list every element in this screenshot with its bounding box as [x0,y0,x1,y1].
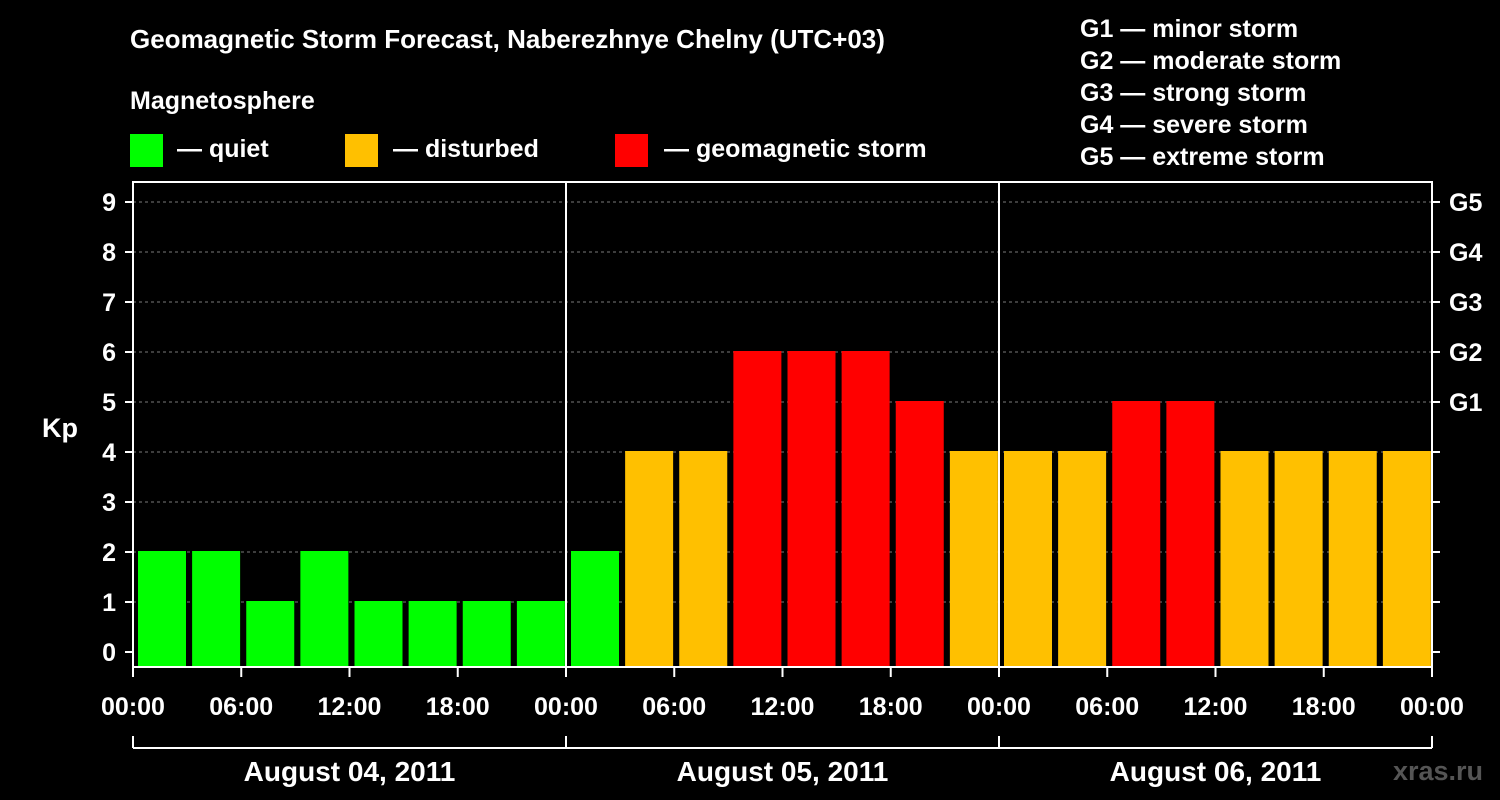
date-label-1: August 05, 2011 [677,756,889,787]
legend-label-storm: — geomagnetic storm [664,135,927,163]
x-tick-label-0: 00:00 [101,693,165,721]
x-tick-label-12: 00:00 [1400,693,1464,721]
x-tick-label-10: 12:00 [1184,693,1248,721]
legend-swatch-storm [615,134,648,167]
bar-13 [841,351,890,667]
bar-2 [246,601,295,667]
y-tick-label-6: 6 [102,339,116,367]
y-tick-label-2: 2 [102,539,116,567]
x-tick-label-11: 18:00 [1292,693,1356,721]
bar-4 [354,601,403,667]
x-tick-label-8: 00:00 [967,693,1031,721]
g-label-G5: G5 [1449,189,1482,217]
gridlines [133,201,1432,603]
bar-3 [300,551,349,667]
bar-0 [138,551,186,667]
bar-10 [679,451,728,667]
y-tick-label-9: 9 [102,189,116,217]
bar-15 [949,451,998,667]
y-axis-label: Kp [42,413,78,443]
legend-label-disturbed: — disturbed [393,135,539,163]
x-tick-label-1: 06:00 [209,693,273,721]
chart-title: Geomagnetic Storm Forecast, Naberezhnye … [130,24,885,54]
bar-12 [787,351,836,667]
y-tick-label-0: 0 [102,639,116,667]
magnetosphere-heading: Magnetosphere [130,87,315,115]
axes-group [125,181,1440,677]
storm-legend-g1: G1 — minor storm [1080,15,1298,43]
bar-17 [1058,451,1107,667]
bar-7 [516,601,565,667]
bar-9 [625,451,674,667]
y-tick-label-4: 4 [102,439,116,467]
storm-legend-g2: G2 — moderate storm [1080,47,1341,75]
g-label-G2: G2 [1449,339,1482,367]
x-tick-label-3: 18:00 [426,693,490,721]
date-label-0: August 04, 2011 [244,756,456,787]
bar-11 [733,351,782,667]
storm-legend-g3: G3 — strong storm [1080,79,1306,107]
y-tick-label-7: 7 [102,289,116,317]
y-tick-label-8: 8 [102,239,116,267]
legend-swatch-quiet [130,134,163,167]
x-tick-labels: 00:00 06:00 12:00 18:00 00:00 06:00 12:00 18:00… [101,693,1464,721]
y-tick-labels: 0 1 2 3 4 5 6 7 8 9 [102,189,116,667]
x-tick-label-5: 06:00 [642,693,706,721]
bar-14 [895,401,944,667]
bar-1 [192,551,241,667]
bar-23 [1382,451,1431,667]
bar-6 [462,601,511,667]
legend-label-quiet: — quiet [177,135,269,163]
storm-legend-g4: G4 — severe storm [1080,111,1308,139]
y-tick-label-1: 1 [102,589,116,617]
x-tick-label-6: 12:00 [751,693,815,721]
y-tick-label-3: 3 [102,489,116,517]
bar-8 [571,551,619,667]
date-labels: August 04, 2011 August 05, 2011 August 06,… [132,736,1433,787]
bar-21 [1274,451,1323,667]
bar-16 [1004,451,1052,667]
g-label-G3: G3 [1449,289,1482,317]
bars-group [138,351,1431,667]
bar-20 [1220,451,1269,667]
watermark: xras.ru [1393,756,1483,786]
x-tick-label-9: 06:00 [1075,693,1139,721]
bar-5 [408,601,457,667]
x-tick-label-7: 18:00 [859,693,923,721]
g-scale-labels: G1 G2 G3 G4 G5 [1449,189,1482,417]
legend-swatch-disturbed [345,134,378,167]
x-tick-label-2: 12:00 [318,693,382,721]
y-tick-label-5: 5 [102,389,116,417]
x-tick-label-4: 00:00 [534,693,598,721]
g-label-G4: G4 [1449,239,1482,267]
bar-18 [1112,401,1161,667]
bar-19 [1166,401,1215,667]
date-label-2: August 06, 2011 [1110,756,1322,787]
bar-22 [1328,451,1377,667]
g-label-G1: G1 [1449,389,1482,417]
storm-legend-g5: G5 — extreme storm [1080,143,1325,171]
